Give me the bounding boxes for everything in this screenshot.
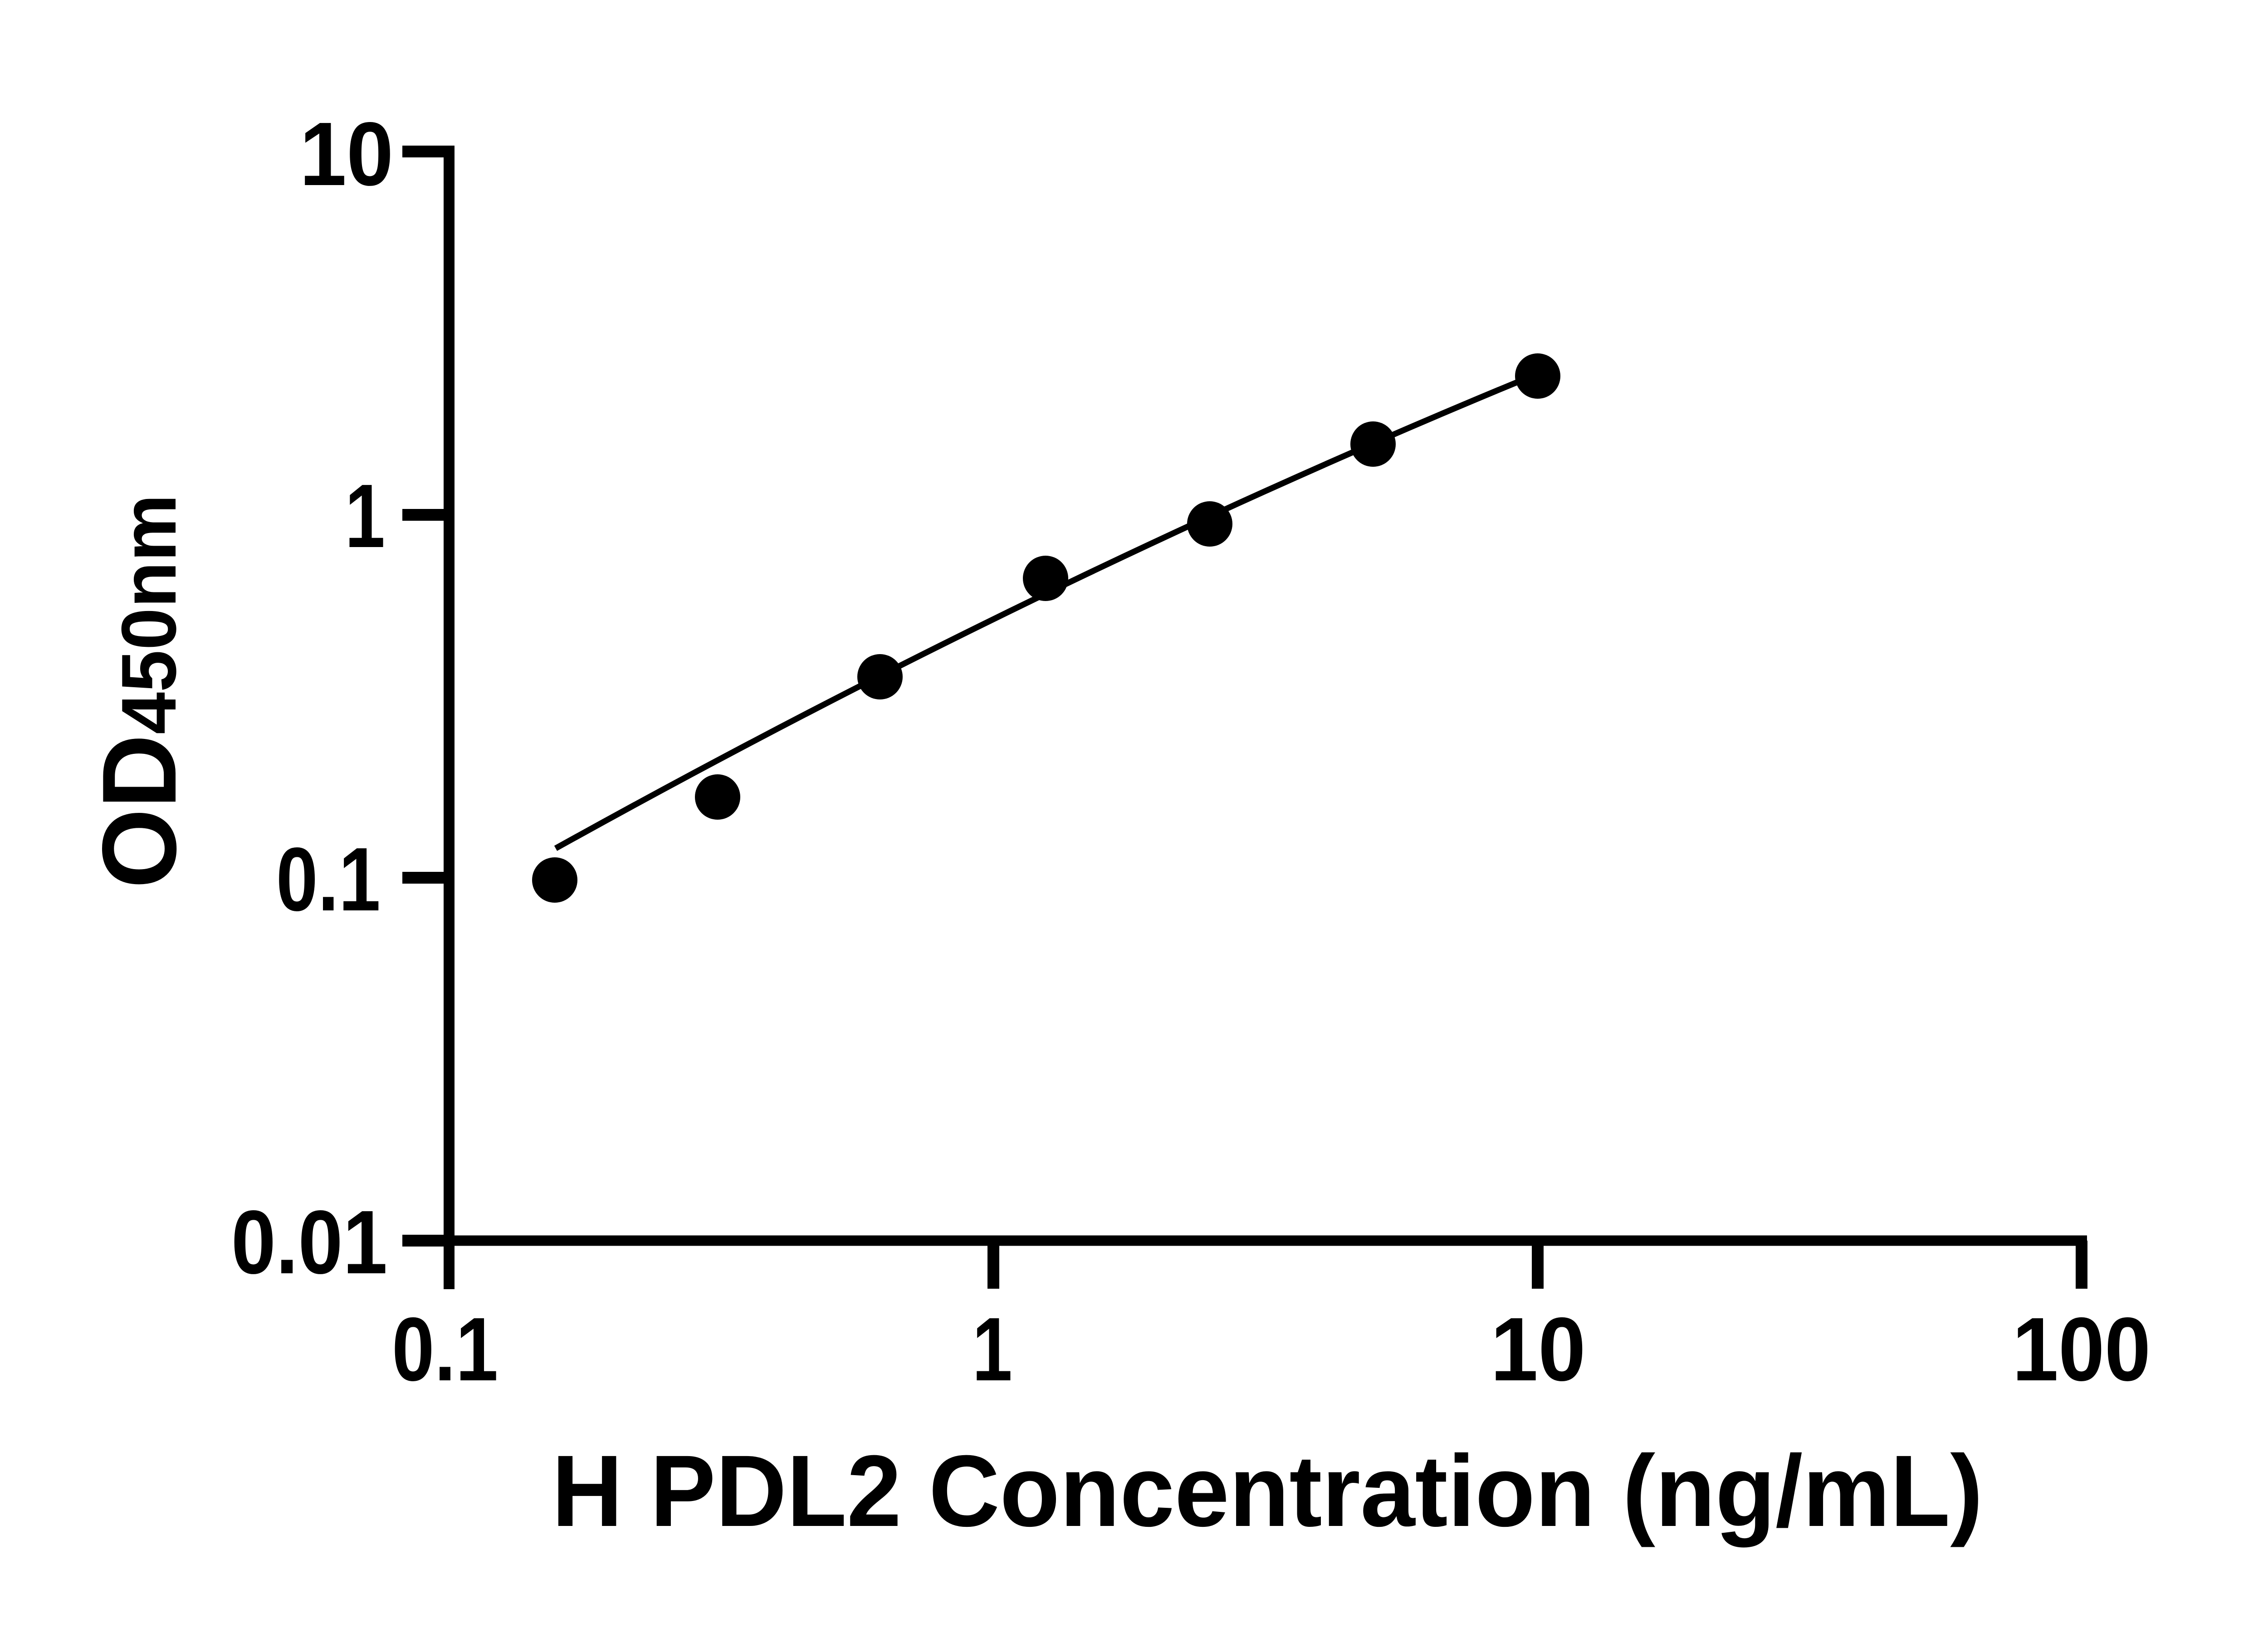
svg-text:100: 100: [2012, 1299, 2151, 1400]
svg-text:10: 10: [299, 103, 393, 204]
svg-text:OD450nm: OD450nm: [80, 494, 198, 888]
svg-text:0.1: 0.1: [276, 829, 381, 930]
svg-text:0.1: 0.1: [392, 1299, 498, 1400]
svg-text:1: 1: [972, 1299, 1012, 1400]
svg-text:1: 1: [345, 466, 385, 567]
svg-text:10: 10: [1491, 1299, 1586, 1400]
svg-text:0.01: 0.01: [231, 1191, 388, 1292]
svg-text:H PDL2 Concentration (ng/mL): H PDL2 Concentration (ng/mL): [552, 1434, 1983, 1548]
